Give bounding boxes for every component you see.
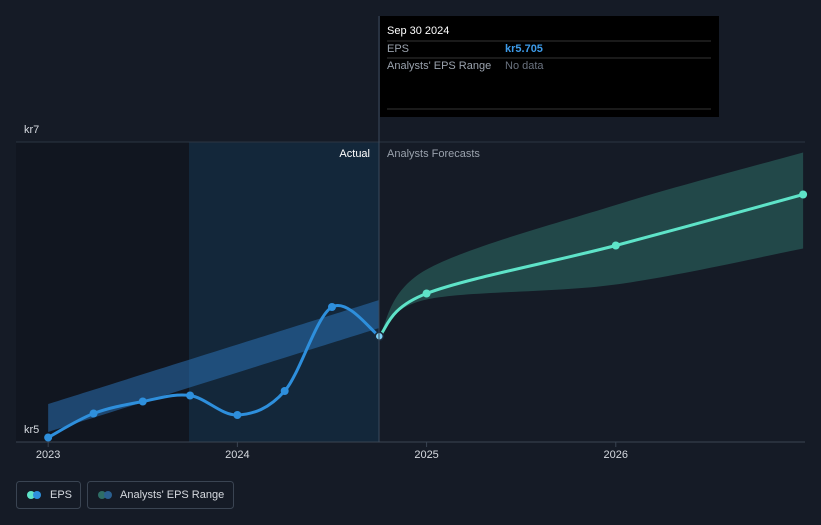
x-tick-label: 2024 xyxy=(225,449,249,461)
x-tick-label: 2023 xyxy=(36,449,60,461)
tooltip-range-value: No data xyxy=(505,60,544,72)
range-band xyxy=(379,152,804,337)
y-tick-label: kr7 xyxy=(24,124,39,136)
y-tick-label: kr5 xyxy=(24,424,39,436)
legend: EPS Analysts' EPS Range xyxy=(16,481,234,509)
tooltip-range-label: Analysts' EPS Range xyxy=(387,60,491,72)
point xyxy=(186,391,195,400)
tooltip-box xyxy=(380,16,719,117)
tooltip: Sep 30 2024 EPS kr5.705 Analysts' EPS Ra… xyxy=(380,16,719,117)
point xyxy=(138,397,147,406)
point xyxy=(280,387,289,395)
legend-item[interactable] xyxy=(87,481,234,509)
x-tick-label: 2025 xyxy=(414,449,438,461)
actual-label: Actual xyxy=(339,148,370,160)
point xyxy=(799,190,808,199)
legend-label: EPS xyxy=(50,489,72,501)
point xyxy=(422,289,431,298)
tooltip-value: kr5.705 xyxy=(505,43,543,55)
actual-highlight xyxy=(189,142,379,442)
legend-label: Analysts' EPS Range xyxy=(120,489,224,501)
line xyxy=(378,193,804,338)
tooltip-label: EPS xyxy=(387,43,409,55)
point xyxy=(611,241,620,250)
plot xyxy=(16,141,808,447)
point xyxy=(44,433,53,442)
x-tick-label: 2026 xyxy=(604,449,628,461)
point xyxy=(327,303,336,311)
legend-icon xyxy=(104,491,112,499)
point xyxy=(233,411,242,419)
legend-icon xyxy=(98,491,106,499)
legend-icon xyxy=(27,491,35,499)
point xyxy=(89,409,98,418)
forecast-label: Analysts Forecasts xyxy=(387,148,480,160)
legend-icon xyxy=(33,491,41,499)
tooltip-date: Sep 30 2024 xyxy=(387,25,449,37)
range-band xyxy=(48,299,380,432)
legend-item[interactable] xyxy=(16,481,81,509)
